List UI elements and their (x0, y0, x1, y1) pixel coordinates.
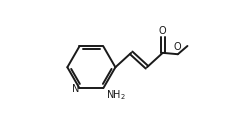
Text: O: O (159, 26, 166, 36)
Text: N: N (72, 84, 79, 94)
Text: NH$_2$: NH$_2$ (106, 88, 126, 102)
Text: O: O (173, 42, 181, 52)
